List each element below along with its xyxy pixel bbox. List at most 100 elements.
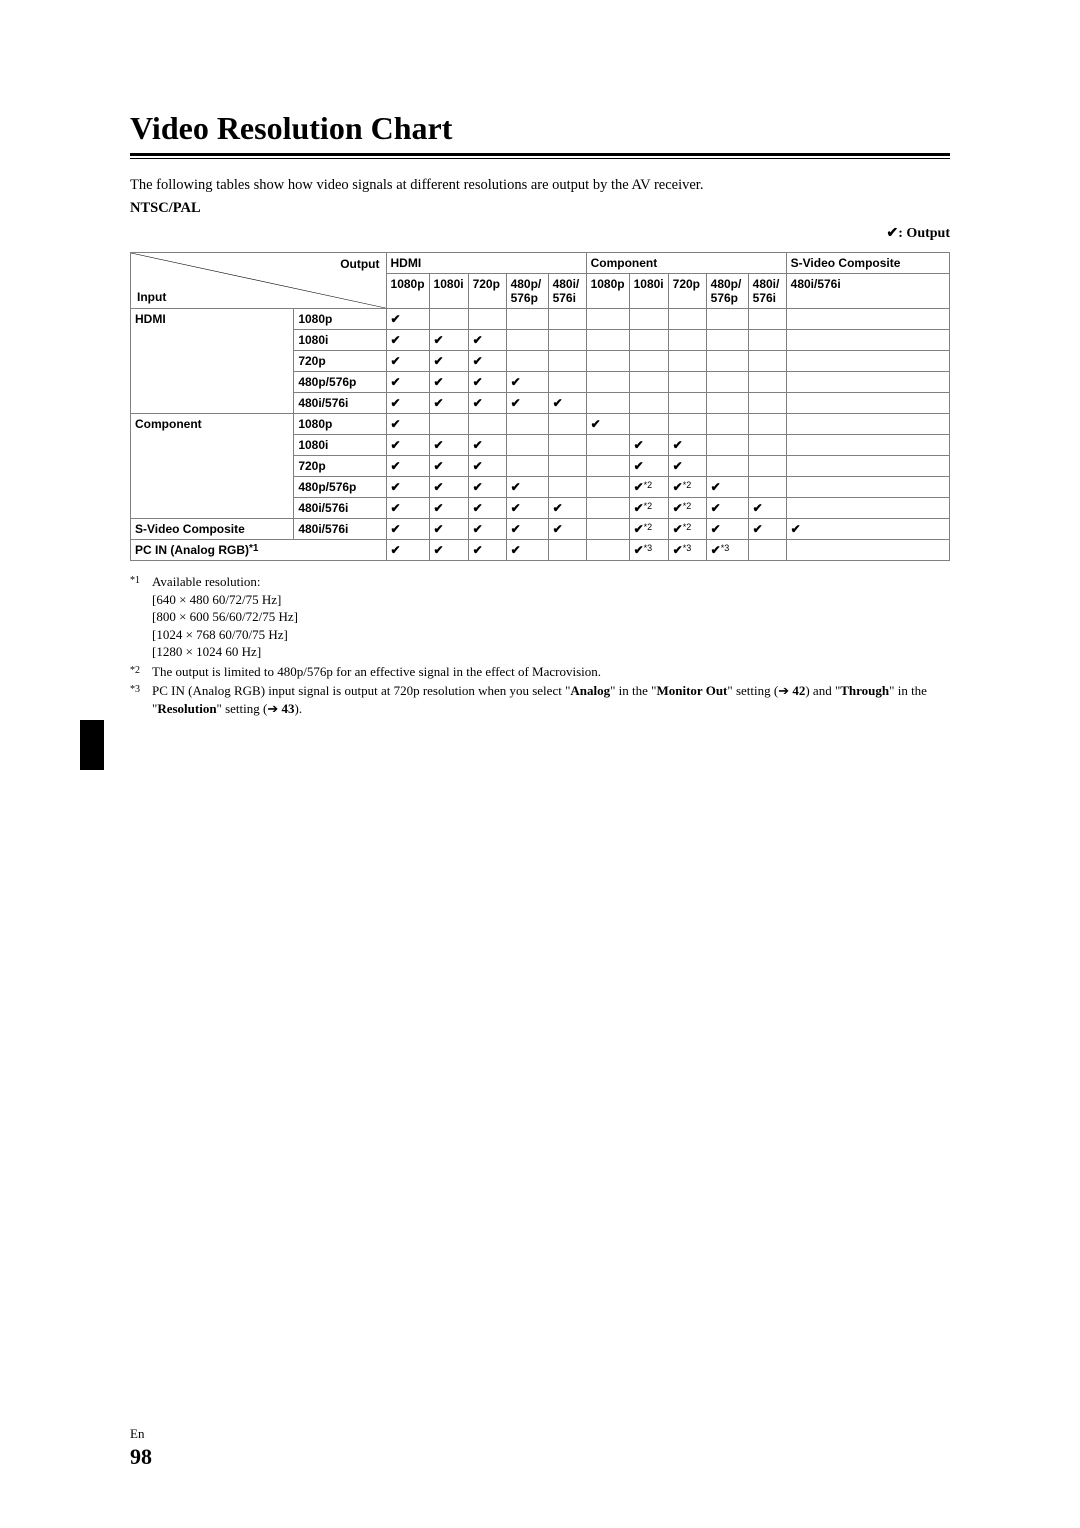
fn3-bold: Analog [570,683,610,698]
cell: ✔ [786,519,949,540]
cell: ✔ [548,519,586,540]
cell: ✔ [468,435,506,456]
col-header: 1080i [629,274,668,309]
fn2-body: The output is limited to 480p/576p for a… [152,663,950,681]
cell: ✔ [468,498,506,519]
cell: ✔ [386,540,429,561]
cell: ✔*2 [629,498,668,519]
fn1-line: Available resolution: [152,573,950,591]
cell: ✔ [629,435,668,456]
cell [748,330,786,351]
cell [748,372,786,393]
cell: ✔ [429,435,468,456]
cell [668,351,706,372]
cell: ✔ [748,498,786,519]
cell: ✔*2 [668,477,706,498]
cell [706,330,748,351]
cell: ✔ [668,456,706,477]
cell: ✔ [506,540,548,561]
cell [629,351,668,372]
cell [668,372,706,393]
cell: ✔ [548,393,586,414]
cell [706,372,748,393]
intro-text: The following tables show how video sign… [130,177,950,194]
cell [668,393,706,414]
col-header: 1080p [386,274,429,309]
cell [548,456,586,477]
cell: ✔ [386,372,429,393]
cell [586,540,629,561]
pcin-label: PC IN (Analog RGB) [135,543,249,557]
cell [586,330,629,351]
cell [786,435,949,456]
col-header: 720p [468,274,506,309]
cell: ✔ [506,477,548,498]
hdmi-group-header: HDMI [386,253,586,274]
cell: ✔ [748,519,786,540]
cell: ✔ [468,540,506,561]
col-header: 720p [668,274,706,309]
cell: ✔ [386,351,429,372]
cell [668,309,706,330]
cell [748,351,786,372]
cell [748,309,786,330]
svideo-group-header: S-Video Composite [786,253,949,274]
page-title: Video Resolution Chart [130,110,950,147]
fn1-line: [1024 × 768 60/70/75 Hz] [152,626,950,644]
cell [586,372,629,393]
cell [668,414,706,435]
cell: ✔ [468,372,506,393]
fn3-bold: Monitor Out [656,683,727,698]
cell [668,330,706,351]
row-label: 720p [294,456,386,477]
cell [586,435,629,456]
fn3-bold: 43 [282,701,295,716]
cell: ✔ [386,477,429,498]
fn1-body: Available resolution: [640 × 480 60/72/7… [152,573,950,661]
output-label: Output [340,257,379,271]
cell [586,519,629,540]
cell [786,456,949,477]
cell: ✔ [468,330,506,351]
cell [748,456,786,477]
fn3-text: ). [295,701,303,716]
row-label: 1080p [294,414,386,435]
cell [748,477,786,498]
cell [586,393,629,414]
fn1-line: [1280 × 1024 60 Hz] [152,643,950,661]
cell [706,414,748,435]
diag-header-cell: Output Input [131,253,387,309]
cell [548,435,586,456]
cell [506,351,548,372]
cell [786,477,949,498]
cell: ✔ [506,519,548,540]
cell: ✔ [429,351,468,372]
cell [786,372,949,393]
cell: ✔ [706,477,748,498]
check-icon: ✔ [887,226,899,241]
row-label: 480i/576i [294,393,386,414]
row-label: 480p/576p [294,372,386,393]
side-tab-icon [80,720,104,770]
input-label: Input [137,290,166,304]
title-rule-thin [130,158,950,159]
cell [506,309,548,330]
fn2-mark: *2 [130,663,152,681]
fn3-bold: 42 [792,683,805,698]
row-label: 1080p [294,309,386,330]
input-group-pcin: PC IN (Analog RGB)*1 [131,540,387,561]
cell [786,309,949,330]
cell: ✔ [429,477,468,498]
row-label: 1080i [294,330,386,351]
fn3-body: PC IN (Analog RGB) input signal is outpu… [152,682,950,717]
fn3-text: " setting (➔ [727,683,792,698]
cell: ✔*3 [706,540,748,561]
cell [748,540,786,561]
cell: ✔ [468,477,506,498]
cell [706,309,748,330]
cell [548,309,586,330]
cell [586,477,629,498]
cell [548,351,586,372]
cell: ✔ [429,498,468,519]
cell: ✔ [629,456,668,477]
